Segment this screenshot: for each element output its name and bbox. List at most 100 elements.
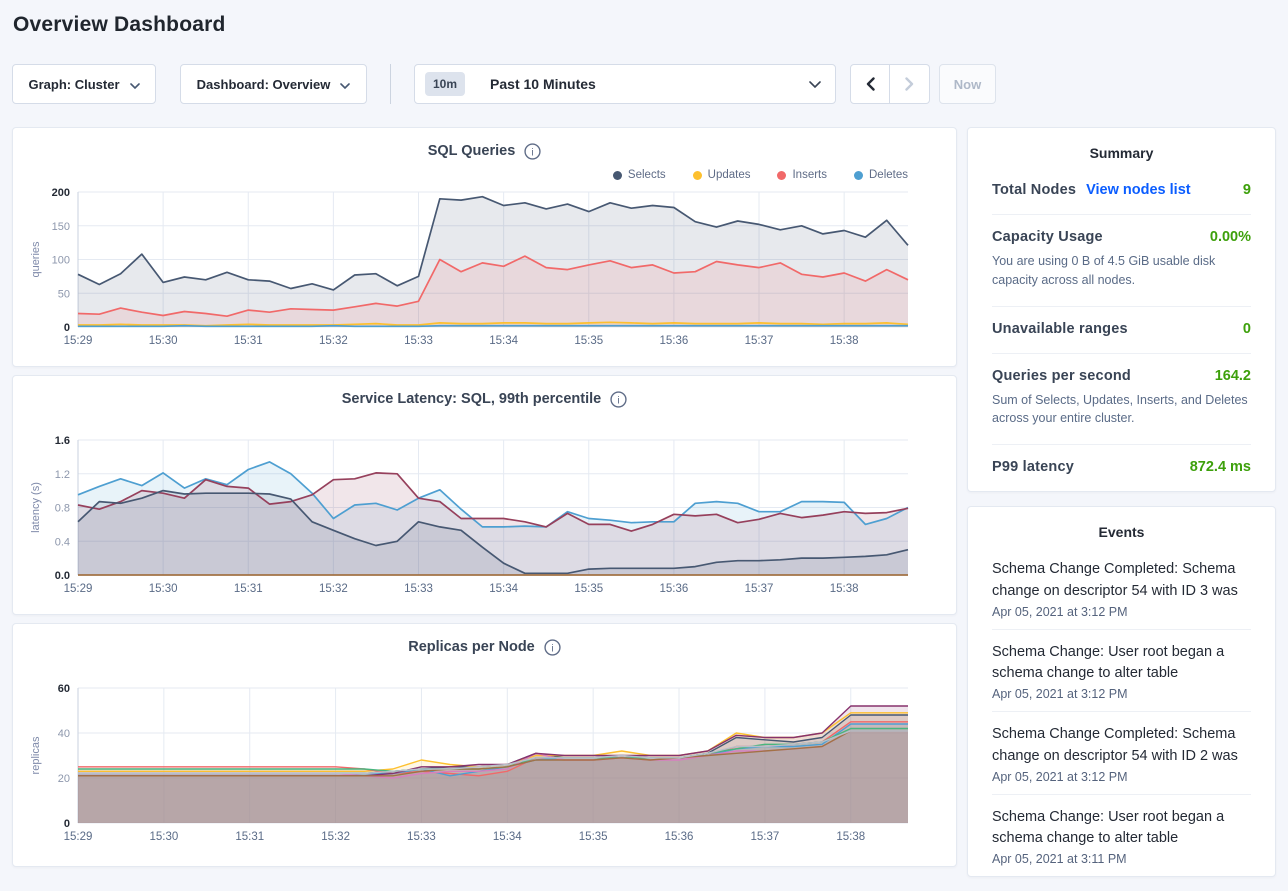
legend-item[interactable]: Inserts: [777, 169, 827, 181]
charts-column: SQL Queries i Selects Updates Inserts Delet…: [12, 127, 957, 891]
svg-text:0: 0: [64, 322, 70, 334]
svg-text:1.6: 1.6: [55, 436, 70, 447]
summary-label: Total Nodes: [992, 182, 1077, 198]
summary-row-p99-latency: P99 latency 872.4 ms: [992, 444, 1251, 491]
events-title: Events: [1098, 524, 1145, 540]
summary-row-total-nodes: Total Nodes View nodes list 9: [992, 168, 1251, 214]
chevron-down-icon: [129, 77, 140, 92]
toolbar: Graph: Cluster Dashboard: Overview 10m P…: [12, 64, 1276, 104]
time-range-label: Past 10 Minutes: [490, 76, 596, 92]
svg-text:queries: queries: [30, 241, 42, 278]
event-item: Schema Change Completed: Schema change o…: [992, 547, 1251, 629]
event-text[interactable]: Schema Change Completed: Schema change o…: [992, 561, 1238, 599]
svg-text:15:36: 15:36: [665, 831, 694, 843]
page-title: Overview Dashboard: [13, 13, 226, 36]
event-timestamp: Apr 05, 2021 at 3:11 PM: [992, 852, 1127, 866]
svg-text:i: i: [618, 395, 620, 406]
svg-text:i: i: [532, 147, 534, 158]
svg-text:15:35: 15:35: [579, 831, 608, 843]
time-range-dropdown[interactable]: 10m Past 10 Minutes: [414, 64, 836, 104]
legend-dot: [777, 170, 787, 180]
service-latency-chart-panel: Service Latency: SQL, 99th percentile i …: [12, 375, 957, 615]
legend-item[interactable]: Selects: [612, 169, 666, 181]
chart-title: Replicas per Node: [408, 639, 535, 655]
now-button[interactable]: Now: [939, 64, 996, 104]
chevron-down-icon: [340, 77, 351, 92]
summary-value: 0.00%: [1209, 229, 1251, 245]
svg-text:15:30: 15:30: [149, 583, 178, 595]
svg-text:15:29: 15:29: [64, 583, 93, 595]
svg-text:15:34: 15:34: [489, 335, 518, 347]
dashboard-dropdown[interactable]: Dashboard: Overview: [180, 64, 367, 104]
svg-text:100: 100: [52, 255, 70, 267]
time-pager: [850, 64, 930, 104]
svg-text:i: i: [551, 643, 553, 654]
svg-text:15:31: 15:31: [234, 583, 263, 595]
svg-text:0.0: 0.0: [55, 570, 70, 582]
svg-text:15:29: 15:29: [64, 335, 93, 347]
view-nodes-list-link[interactable]: View nodes list: [1086, 182, 1191, 198]
legend-item[interactable]: Deletes: [854, 169, 908, 181]
time-range-badge: 10m: [425, 72, 466, 96]
svg-text:15:33: 15:33: [407, 831, 436, 843]
chart-title: SQL Queries: [427, 143, 516, 159]
chart-title: Service Latency: SQL, 99th percentile: [341, 391, 602, 407]
summary-label: Capacity Usage: [992, 229, 1103, 245]
svg-text:15:34: 15:34: [489, 583, 518, 595]
svg-text:150: 150: [52, 221, 70, 233]
svg-text:replicas: replicas: [30, 736, 42, 774]
info-icon[interactable]: i: [610, 390, 627, 408]
svg-text:60: 60: [58, 684, 70, 695]
svg-text:0.4: 0.4: [55, 536, 70, 548]
summary-value: 164.2: [1214, 367, 1251, 384]
info-icon[interactable]: i: [544, 638, 561, 656]
summary-value: 872.4 ms: [1189, 459, 1251, 475]
graph-dropdown[interactable]: Graph: Cluster: [12, 64, 156, 104]
svg-text:latency (s): latency (s): [30, 482, 42, 533]
summary-panel: Summary Total Nodes View nodes list 9 Ca…: [967, 127, 1276, 492]
svg-text:0: 0: [64, 818, 70, 830]
summary-row-unavailable-ranges: Unavailable ranges 0: [992, 305, 1251, 353]
svg-text:15:36: 15:36: [660, 335, 689, 347]
toolbar-divider: [390, 64, 391, 104]
svg-text:15:38: 15:38: [830, 335, 859, 347]
info-icon[interactable]: i: [524, 142, 541, 160]
svg-text:15:38: 15:38: [836, 831, 865, 843]
svg-text:50: 50: [58, 288, 70, 300]
events-panel: Events Schema Change Completed: Schema c…: [967, 506, 1276, 877]
summary-label: P99 latency: [992, 459, 1074, 475]
event-timestamp: Apr 05, 2021 at 3:12 PM: [992, 687, 1128, 701]
svg-text:0.8: 0.8: [55, 503, 70, 515]
svg-text:200: 200: [52, 188, 70, 199]
sql-queries-chart[interactable]: 15:29 15:30 15:31 15:32 15:33 15:34 15:35 15:36…: [13, 188, 954, 354]
chart-legend: Selects Updates Inserts Deletes: [13, 162, 956, 188]
svg-text:15:33: 15:33: [404, 335, 433, 347]
event-text[interactable]: Schema Change Completed: Schema change o…: [992, 726, 1238, 764]
svg-text:15:31: 15:31: [235, 831, 264, 843]
summary-value: 0: [1242, 320, 1251, 337]
event-text[interactable]: Schema Change: User root began a schema …: [992, 643, 1225, 682]
legend-item[interactable]: Updates: [692, 169, 750, 181]
event-timestamp: Apr 05, 2021 at 3:12 PM: [992, 769, 1128, 784]
service-latency-chart[interactable]: 15:29 15:30 15:31 15:32 15:33 15:34 15:35 15:36…: [13, 436, 954, 602]
chart-legend: [13, 410, 956, 436]
summary-label: Unavailable ranges: [992, 320, 1128, 337]
summary-subtext: You are using 0 B of 4.5 GiB usable disk…: [992, 254, 1216, 287]
svg-text:1.2: 1.2: [55, 469, 70, 481]
chevron-down-icon: [809, 80, 821, 88]
svg-text:15:31: 15:31: [234, 335, 263, 347]
replicas-per-node-chart[interactable]: 15:29 15:30 15:31 15:32 15:33 15:34 15:35 15:36…: [13, 684, 954, 850]
svg-text:15:37: 15:37: [745, 335, 774, 347]
svg-text:15:38: 15:38: [830, 583, 859, 595]
chart-legend: [13, 658, 956, 684]
time-prev-button[interactable]: [850, 64, 890, 104]
event-text[interactable]: Schema Change: User root began a schema …: [992, 808, 1225, 847]
event-item: Schema Change: User root began a schema …: [992, 628, 1251, 712]
legend-dot: [854, 170, 863, 180]
legend-dot: [612, 170, 622, 180]
svg-text:15:32: 15:32: [319, 583, 348, 595]
time-next-button[interactable]: [890, 64, 930, 104]
svg-text:15:29: 15:29: [64, 831, 93, 843]
svg-text:15:33: 15:33: [404, 583, 433, 595]
svg-text:20: 20: [58, 773, 70, 785]
